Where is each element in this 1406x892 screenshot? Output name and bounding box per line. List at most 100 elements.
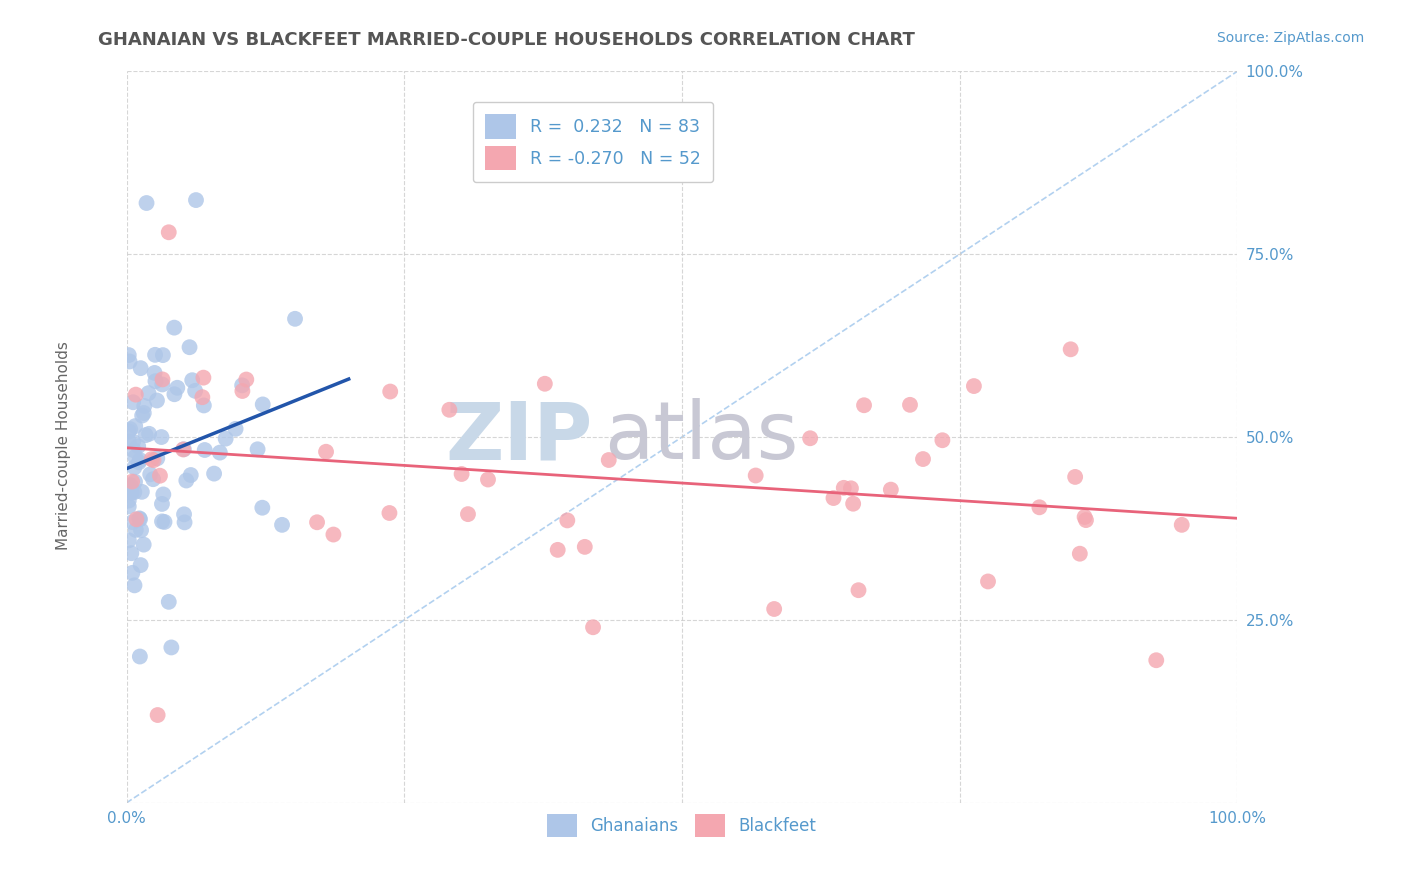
Point — [193, 399, 215, 413]
Point — [125, 512, 148, 526]
Point — [173, 516, 195, 530]
Point — [582, 620, 605, 634]
Point — [823, 491, 845, 505]
Point — [252, 397, 274, 411]
Point — [118, 500, 141, 514]
Point — [1074, 513, 1097, 527]
Point — [184, 193, 207, 207]
Point — [839, 481, 862, 495]
Point — [142, 453, 165, 467]
Point — [450, 467, 472, 481]
Point — [547, 542, 569, 557]
Point — [191, 390, 214, 404]
Point — [305, 516, 328, 530]
Point — [134, 399, 156, 413]
Point — [118, 434, 141, 449]
Point — [120, 422, 142, 436]
Point — [853, 398, 876, 412]
Point — [193, 370, 215, 384]
Point — [118, 483, 141, 498]
Point — [252, 500, 274, 515]
Point — [166, 381, 188, 395]
Point — [1170, 517, 1192, 532]
Point — [128, 649, 150, 664]
Text: Source: ZipAtlas.com: Source: ZipAtlas.com — [1216, 31, 1364, 45]
Point — [142, 472, 165, 486]
Text: GHANAIAN VS BLACKFEET MARRIED-COUPLE HOUSEHOLDS CORRELATION CHART: GHANAIAN VS BLACKFEET MARRIED-COUPLE HOU… — [98, 31, 915, 49]
Point — [173, 442, 195, 457]
Point — [225, 422, 247, 436]
Point — [124, 578, 146, 592]
Point — [842, 497, 865, 511]
Point — [124, 419, 146, 434]
Point — [380, 384, 402, 399]
Point — [208, 445, 231, 459]
Point — [832, 481, 855, 495]
Point — [799, 431, 821, 445]
Point — [911, 452, 934, 467]
Text: atlas: atlas — [605, 398, 799, 476]
Point — [931, 434, 953, 448]
Point — [145, 374, 167, 388]
Point — [179, 340, 201, 354]
Point — [163, 387, 186, 401]
Point — [173, 508, 195, 522]
Point — [574, 540, 596, 554]
Point — [152, 487, 174, 501]
Point — [129, 512, 152, 526]
Point — [150, 377, 173, 392]
Point — [176, 474, 198, 488]
Point — [848, 583, 870, 598]
Text: ZIP: ZIP — [446, 398, 593, 476]
Point — [763, 602, 786, 616]
Point — [128, 511, 150, 525]
Point — [157, 595, 180, 609]
Point — [378, 506, 401, 520]
Point — [131, 409, 153, 423]
Point — [128, 455, 150, 469]
Point — [122, 434, 145, 449]
Point — [246, 442, 269, 457]
Point — [152, 372, 174, 386]
Point — [172, 442, 194, 457]
Point — [118, 425, 141, 439]
Point — [121, 515, 143, 529]
Point — [149, 468, 172, 483]
Point — [898, 398, 921, 412]
Point — [146, 393, 169, 408]
Point — [157, 225, 180, 239]
Point — [963, 379, 986, 393]
Point — [135, 428, 157, 442]
Point — [122, 443, 145, 458]
Point — [124, 485, 146, 500]
Point — [271, 517, 294, 532]
Point — [121, 566, 143, 580]
Point — [977, 574, 1000, 589]
Point — [124, 450, 146, 464]
Point — [127, 439, 149, 453]
Point — [555, 513, 578, 527]
Point — [153, 515, 176, 529]
Point — [231, 384, 253, 398]
Point — [152, 348, 174, 362]
Point — [457, 507, 479, 521]
Point — [132, 538, 155, 552]
Point — [132, 406, 155, 420]
Point — [598, 453, 620, 467]
Point — [131, 484, 153, 499]
Point — [194, 442, 217, 457]
Point — [124, 460, 146, 475]
Point — [118, 493, 141, 508]
Point — [146, 708, 169, 723]
Point — [135, 196, 157, 211]
Point — [129, 558, 152, 573]
Point — [163, 320, 186, 334]
Point — [235, 372, 257, 386]
Point — [180, 468, 202, 483]
Point — [181, 373, 204, 387]
Point — [129, 453, 152, 467]
Point — [744, 468, 766, 483]
Point — [118, 348, 141, 362]
Point — [231, 378, 253, 392]
Legend: Ghanaians, Blackfeet: Ghanaians, Blackfeet — [538, 805, 825, 846]
